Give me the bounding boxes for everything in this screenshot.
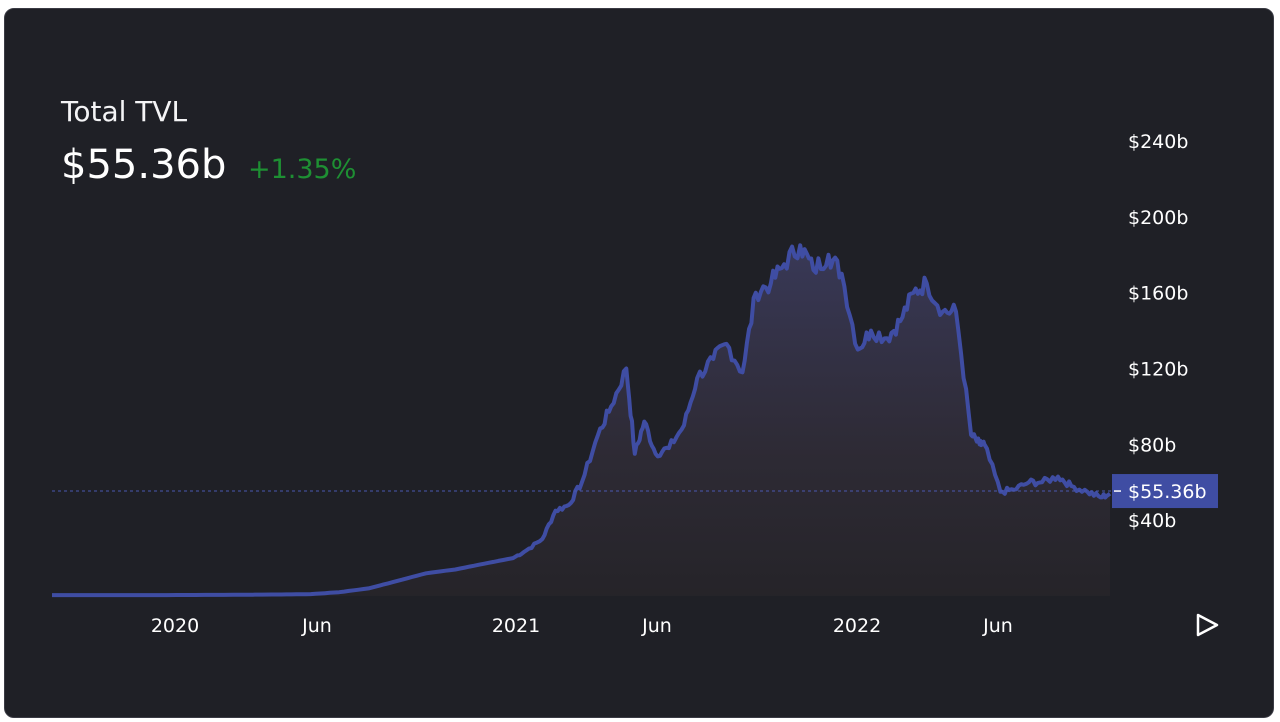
y-tick-label: $240b (1128, 131, 1188, 153)
y-tick-label: $40b (1128, 510, 1176, 532)
x-tick-label: 2022 (833, 615, 881, 637)
y-tick-label: $120b (1128, 359, 1188, 381)
play-icon[interactable] (1192, 610, 1222, 640)
x-tick-label: 2021 (492, 615, 540, 637)
tvl-series-line (52, 243, 1112, 598)
tvl-change-percent: +1.35% (248, 154, 357, 185)
tvl-chart-card: Total TVL $55.36b +1.35% (4, 8, 1274, 718)
x-tick-label: Jun (641, 615, 672, 637)
current-tvl-value: $55.36b (61, 142, 227, 188)
tvl-area-fill (52, 245, 1110, 597)
x-tick-label: Jun (301, 615, 332, 637)
x-tick-label: Jun (982, 615, 1013, 637)
chart-title: Total TVL (61, 95, 188, 128)
y-tick-label: $160b (1128, 283, 1188, 305)
y-tick-label: $200b (1128, 207, 1188, 229)
current-value-badge-label: $55.36b (1128, 481, 1207, 503)
x-tick-label: 2020 (151, 615, 199, 637)
y-tick-label: $80b (1128, 434, 1176, 456)
current-value-badge (1112, 474, 1218, 509)
